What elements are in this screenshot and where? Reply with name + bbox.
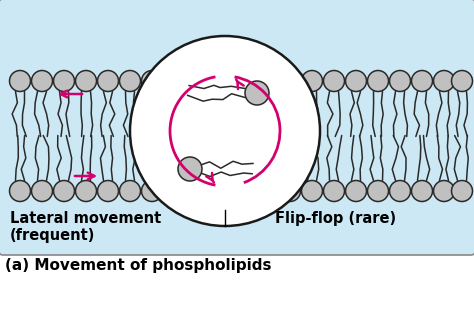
Text: (a) Movement of phospholipids: (a) Movement of phospholipids	[5, 258, 272, 273]
Circle shape	[119, 181, 140, 201]
Circle shape	[75, 70, 97, 92]
Circle shape	[98, 70, 118, 92]
Circle shape	[434, 181, 455, 201]
Circle shape	[323, 181, 345, 201]
Circle shape	[98, 181, 118, 201]
Circle shape	[164, 181, 184, 201]
Circle shape	[119, 70, 140, 92]
Circle shape	[142, 70, 163, 92]
Circle shape	[390, 70, 410, 92]
Circle shape	[245, 81, 269, 105]
Circle shape	[367, 70, 389, 92]
Circle shape	[367, 181, 389, 201]
Text: Lateral movement
(frequent): Lateral movement (frequent)	[10, 211, 161, 244]
Circle shape	[434, 70, 455, 92]
Circle shape	[31, 70, 53, 92]
Circle shape	[346, 70, 366, 92]
Circle shape	[411, 70, 432, 92]
Text: Flip-flop (rare): Flip-flop (rare)	[275, 211, 396, 226]
Circle shape	[411, 181, 432, 201]
Circle shape	[75, 181, 97, 201]
Circle shape	[452, 181, 473, 201]
Circle shape	[301, 70, 322, 92]
Circle shape	[142, 181, 163, 201]
FancyBboxPatch shape	[0, 0, 474, 255]
Circle shape	[54, 70, 74, 92]
Circle shape	[164, 70, 184, 92]
Circle shape	[280, 181, 301, 201]
Circle shape	[9, 70, 30, 92]
Circle shape	[280, 70, 301, 92]
Circle shape	[130, 36, 320, 226]
Circle shape	[54, 181, 74, 201]
Circle shape	[301, 181, 322, 201]
Circle shape	[346, 181, 366, 201]
Circle shape	[452, 70, 473, 92]
Circle shape	[31, 181, 53, 201]
Circle shape	[9, 181, 30, 201]
Circle shape	[390, 181, 410, 201]
Circle shape	[323, 70, 345, 92]
Circle shape	[178, 157, 202, 181]
